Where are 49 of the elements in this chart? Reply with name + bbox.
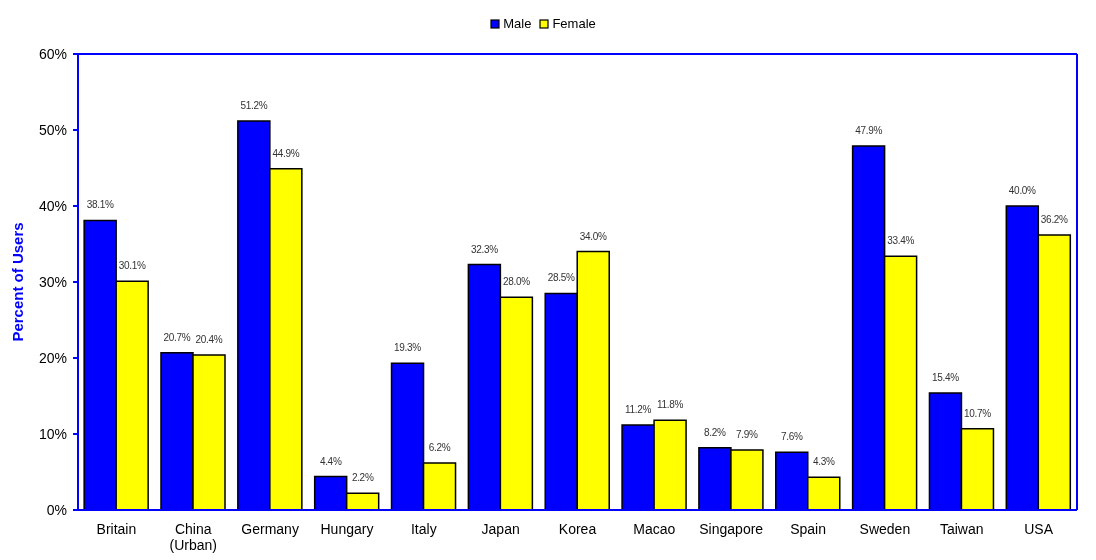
x-tick-label: Britain (96, 521, 137, 537)
data-label: 32.3% (470, 243, 499, 255)
y-tick-label: 50% (38, 122, 67, 138)
data-label: 28.5% (547, 272, 576, 284)
x-tick-label: Italy (410, 521, 437, 537)
data-label: 33.4% (887, 235, 915, 247)
x-tick-label: Japan (481, 521, 520, 537)
data-label: 11.8% (657, 399, 684, 411)
data-label: 7.6% (780, 431, 803, 443)
y-tick-label: 30% (38, 274, 67, 290)
x-tick-label: Spain (790, 521, 826, 537)
data-label: 10.7% (964, 407, 992, 419)
data-label: 20.4% (195, 333, 223, 345)
data-label: 30.1% (118, 260, 146, 272)
y-tick-label: 0% (46, 502, 67, 518)
data-label: 4.3% (812, 456, 835, 468)
data-label: 19.3% (394, 342, 422, 354)
data-label: 4.4% (319, 455, 342, 467)
y-tick-label: 10% (38, 426, 67, 442)
x-tick-label: USA (1024, 521, 1054, 537)
x-tick-label: Singapore (699, 521, 764, 537)
data-label: 40.0% (1008, 185, 1037, 196)
data-label: 36.2% (1040, 213, 1069, 225)
data-label: 38.1% (86, 199, 114, 211)
data-label: 8.2% (704, 426, 727, 438)
legend-label: Female (552, 16, 596, 31)
y-tick-label: 40% (38, 198, 67, 214)
x-tick-label: Korea (558, 521, 597, 537)
data-label: 44.9% (272, 147, 300, 159)
x-tick-label: Germany (241, 521, 299, 537)
data-label: 28.0% (502, 276, 531, 288)
x-tick-label: Sweden (859, 521, 911, 537)
data-label: 2.2% (351, 472, 374, 484)
x-tick-label: Taiwan (939, 521, 984, 537)
data-label: 20.7% (163, 331, 191, 343)
data-label: 15.4% (932, 371, 960, 383)
x-tick-label: China (Urban) (169, 521, 217, 553)
data-label: 34.0% (579, 230, 608, 242)
x-tick-label: Macao (633, 521, 676, 537)
data-label: 11.2% (625, 403, 652, 415)
data-label: 51.2% (240, 99, 268, 111)
data-label: 47.9% (855, 124, 883, 136)
y-tick-label: 20% (38, 350, 67, 366)
data-label: 7.9% (736, 428, 759, 440)
y-axis-title: Percent of Users (9, 222, 27, 342)
x-tick-label: Hungary (320, 521, 374, 537)
legend-label: Male (503, 16, 532, 31)
y-tick-label: 60% (38, 46, 67, 62)
data-label: 6.2% (428, 441, 451, 453)
